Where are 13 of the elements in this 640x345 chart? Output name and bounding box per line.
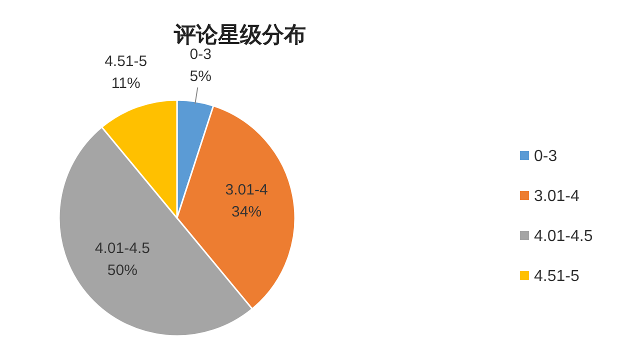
data-label: 11% xyxy=(111,74,140,92)
chart-title: 评论星级分布 xyxy=(173,23,306,48)
legend-label: 3.01-4 xyxy=(534,188,580,205)
slice-label: 4.51-5 xyxy=(104,52,148,70)
legend-label: 0-3 xyxy=(534,148,558,165)
legend-label: 4.01-4.5 xyxy=(534,228,593,245)
data-label: 34% xyxy=(232,204,262,221)
slice-label: 4.01-4.5 xyxy=(94,240,150,258)
data-label: 5% xyxy=(190,68,212,85)
data-label: 50% xyxy=(107,262,138,280)
slice-label: 3.01-4 xyxy=(225,182,268,199)
legend-label: 4.51-5 xyxy=(534,268,580,285)
slice-label: 0-3 xyxy=(190,46,212,63)
